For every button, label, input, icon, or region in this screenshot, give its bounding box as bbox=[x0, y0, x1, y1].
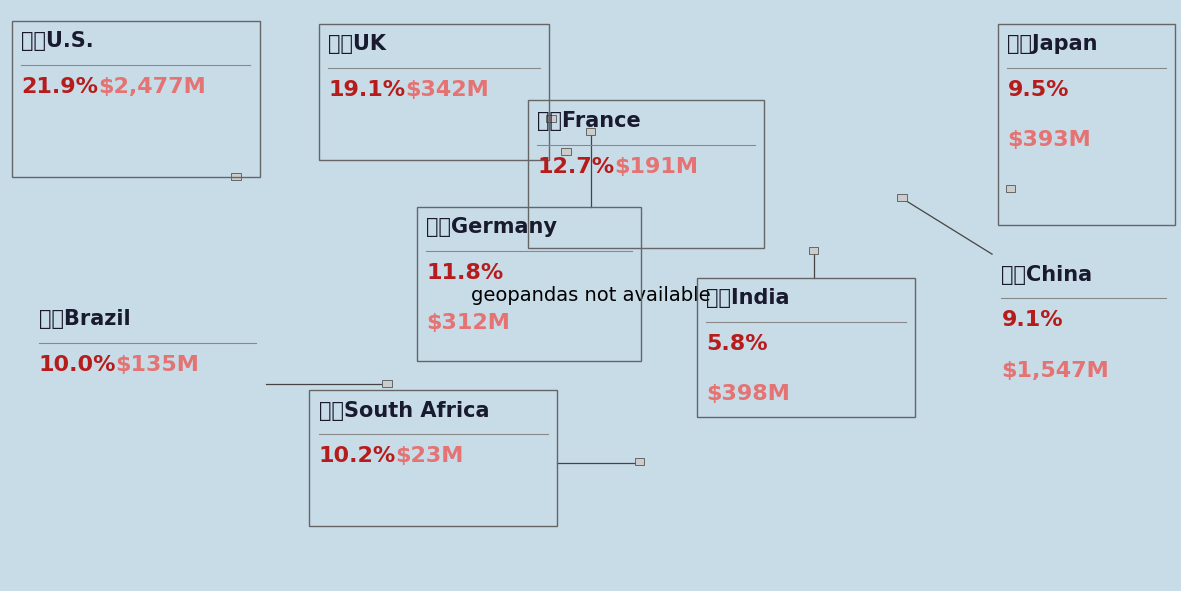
Text: 9.1%: 9.1% bbox=[1001, 310, 1063, 330]
Text: 21.9%: 21.9% bbox=[21, 77, 98, 97]
Text: 12.7%: 12.7% bbox=[537, 157, 614, 177]
Text: $398M: $398M bbox=[706, 384, 790, 404]
Text: geopandas not available: geopandas not available bbox=[471, 286, 710, 305]
Text: 🇿🇦South Africa: 🇿🇦South Africa bbox=[319, 401, 489, 421]
Text: $23M: $23M bbox=[396, 446, 464, 466]
Text: $191M: $191M bbox=[614, 157, 698, 177]
Text: $1,547M: $1,547M bbox=[1001, 361, 1109, 381]
Text: $2,477M: $2,477M bbox=[98, 77, 205, 97]
Text: $393M: $393M bbox=[1007, 130, 1091, 150]
Text: 🇧🇷Brazil: 🇧🇷Brazil bbox=[39, 309, 131, 329]
Text: 🇮🇳India: 🇮🇳India bbox=[706, 288, 790, 309]
Text: 🇺🇸U.S.: 🇺🇸U.S. bbox=[21, 31, 93, 51]
Text: 🇩🇪Germany: 🇩🇪Germany bbox=[426, 217, 557, 238]
Text: 10.2%: 10.2% bbox=[319, 446, 396, 466]
Text: 5.8%: 5.8% bbox=[706, 334, 768, 354]
Text: 🇫🇷France: 🇫🇷France bbox=[537, 111, 641, 131]
Text: 🇬🇧UK: 🇬🇧UK bbox=[328, 34, 386, 54]
Text: 🇯🇵Japan: 🇯🇵Japan bbox=[1007, 34, 1098, 54]
Text: 19.1%: 19.1% bbox=[328, 80, 405, 100]
Text: 9.5%: 9.5% bbox=[1007, 80, 1069, 100]
Text: 🇨🇳China: 🇨🇳China bbox=[1001, 265, 1092, 285]
Text: 10.0%: 10.0% bbox=[39, 355, 117, 375]
Text: $342M: $342M bbox=[405, 80, 489, 100]
Text: $135M: $135M bbox=[116, 355, 200, 375]
Text: $312M: $312M bbox=[426, 313, 510, 333]
Text: 11.8%: 11.8% bbox=[426, 263, 503, 283]
